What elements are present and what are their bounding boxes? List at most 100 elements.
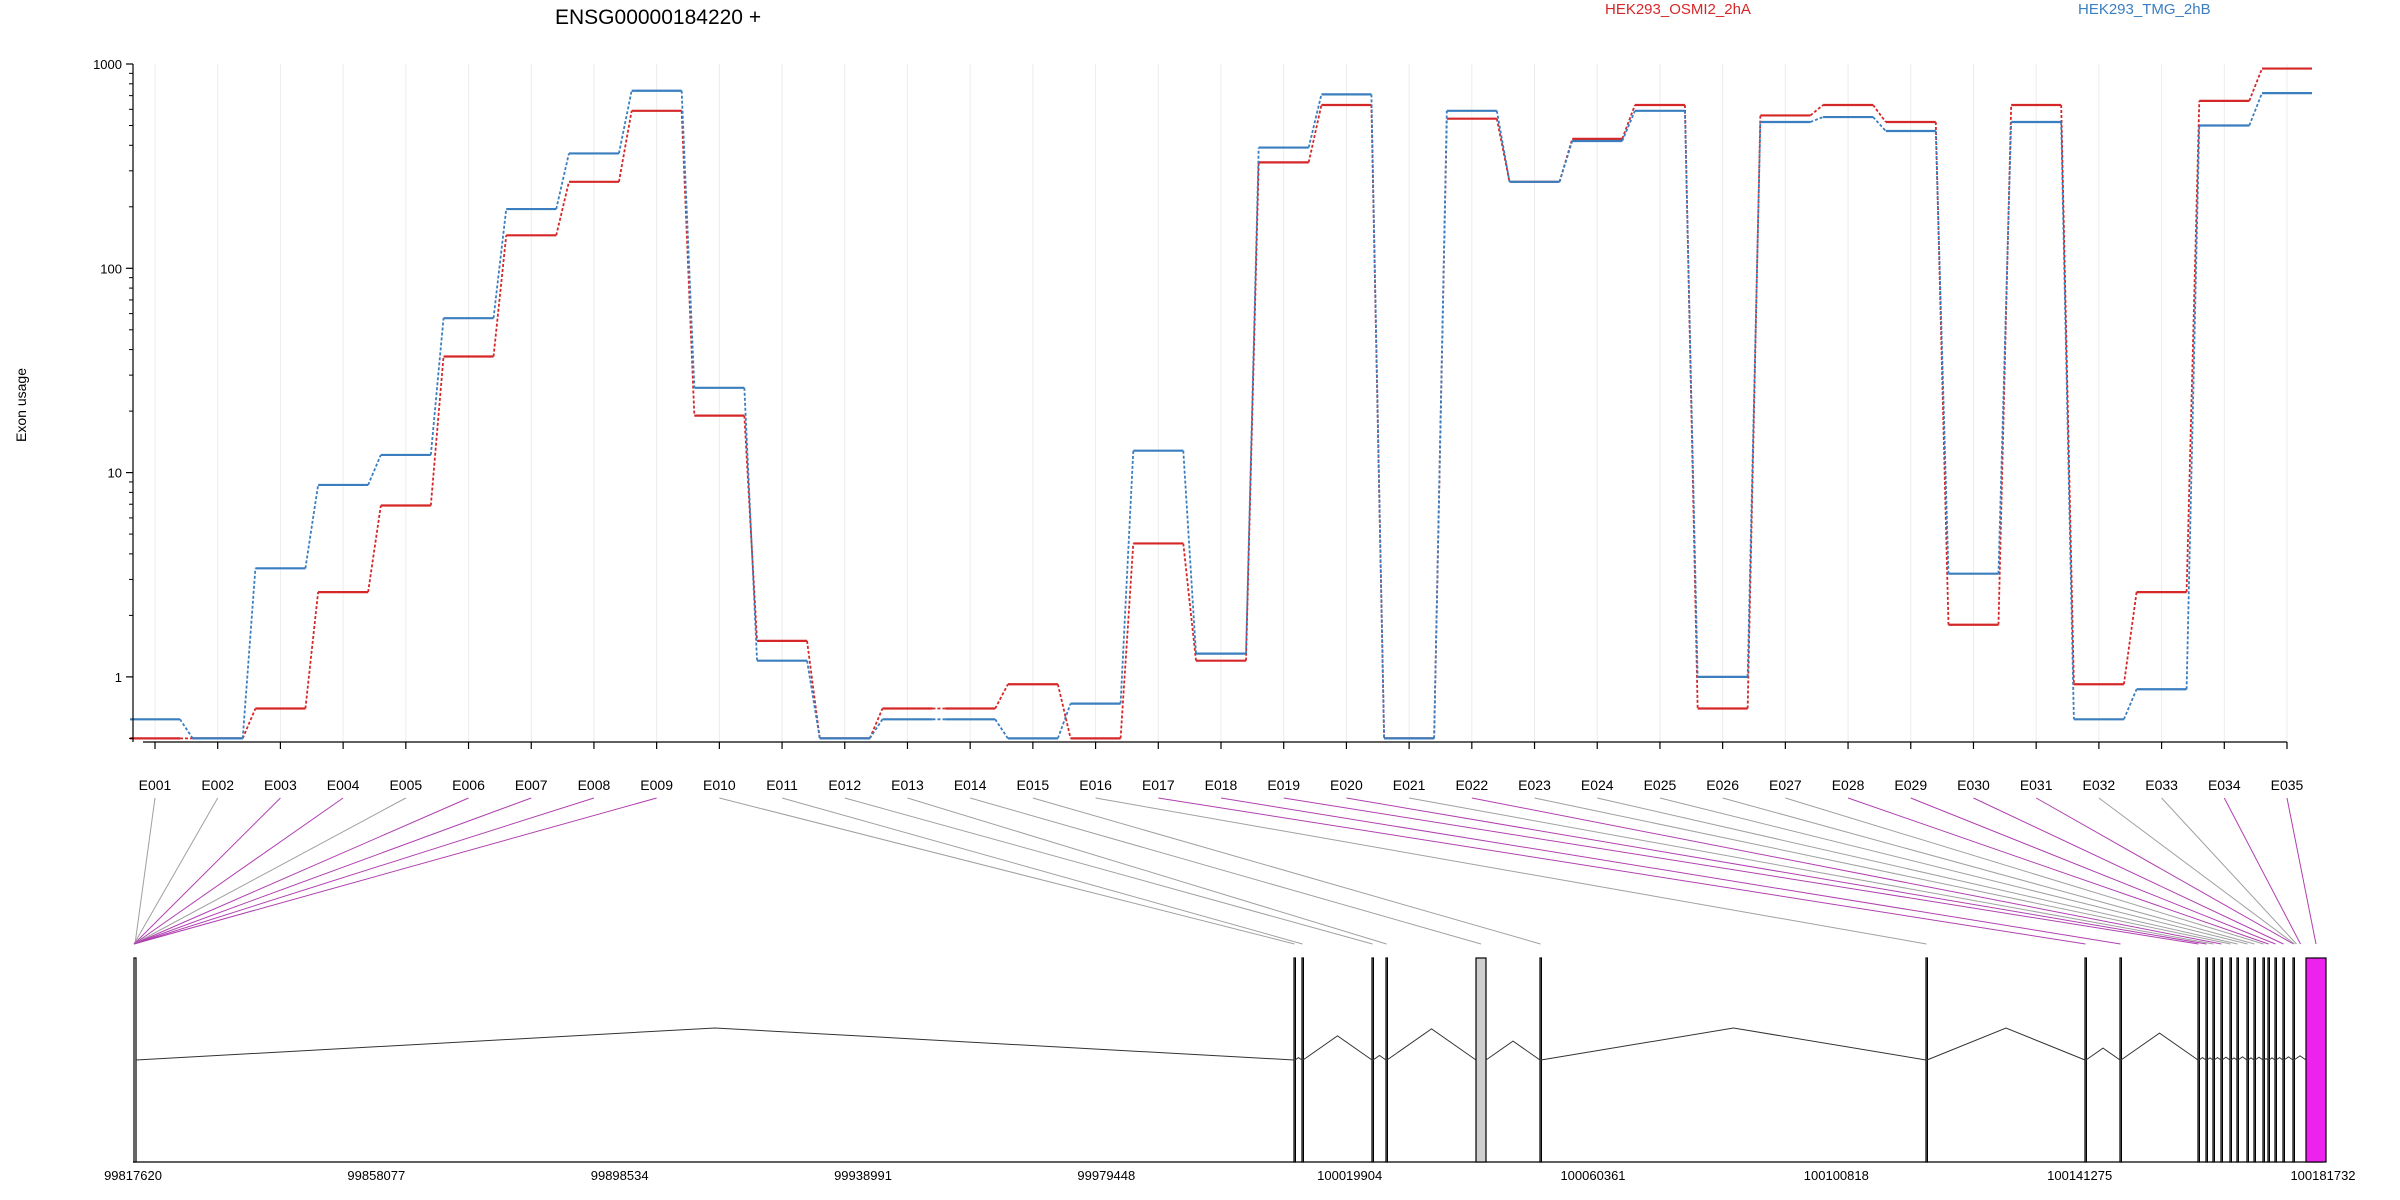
exon-connector-e026 — [1722, 797, 2255, 945]
gene-model: 99817620 99858077 99898534 99938991 99979448… — [104, 957, 2356, 1183]
exon-connector-e029 — [1910, 797, 2276, 945]
x-tick-label-e024: E024 — [1581, 777, 1614, 793]
series-hek293-osmi2-2ha-connector — [1621, 104, 1636, 140]
intron-arc — [1926, 1027, 2086, 1061]
exon-connector-e009 — [133, 797, 657, 945]
intron-arc — [1294, 1056, 1303, 1061]
intron-arc — [2085, 1047, 2121, 1061]
series-hek293-osmi2-2ha-connector — [1307, 104, 1323, 163]
series-hek293-tmg-2hb-connector — [1245, 147, 1260, 654]
exon-connector-e023 — [1534, 797, 2231, 945]
x-tick-label-e010: E010 — [703, 777, 736, 793]
x-tick-label-e002: E002 — [201, 777, 234, 793]
intron-arc — [1302, 1035, 1373, 1061]
series-hek293-osmi2-2ha-connector — [1997, 104, 2013, 625]
exon-connector-e020 — [1346, 797, 2207, 945]
intron-arc — [1386, 1028, 1477, 1061]
exon-connector-e028 — [1847, 797, 2269, 945]
series-hek293-tmg-2hb-connector — [869, 718, 884, 739]
series-hek293-tmg-2hb-connector — [743, 387, 758, 661]
series-hek293-osmi2-2ha-connector — [1057, 684, 1072, 739]
x-tick-label-e025: E025 — [1644, 777, 1677, 793]
series-hek293-osmi2-2ha-connector — [1809, 104, 1824, 117]
x-tick-label-e003: E003 — [264, 777, 297, 793]
exon-connector-e022 — [1471, 797, 2222, 945]
intron-arc — [2237, 1056, 2248, 1061]
x-tick-label-e033: E033 — [2145, 777, 2178, 793]
y-tick-label: 1 — [115, 670, 122, 685]
x-tick-label-e032: E032 — [2083, 777, 2116, 793]
series-hek293-tmg-2hb-connector — [1558, 140, 1574, 183]
exon-connector-e003 — [133, 797, 281, 945]
exon-connector-e007 — [133, 797, 532, 945]
genomic-tick-label: 100100818 — [1804, 1168, 1869, 1183]
exon-connector-e014 — [970, 797, 1482, 945]
series-hek293-osmi2-2ha-connector — [492, 235, 508, 357]
series-hek293-tmg-2hb-connector — [1495, 110, 1511, 182]
series-hek293-tmg-2hb-connector — [1182, 450, 1197, 654]
x-tick-label-e030: E030 — [1957, 777, 1990, 793]
exon-connector-e033 — [2161, 797, 2297, 945]
intron-arc — [2198, 1056, 2207, 1061]
series-hek293-tmg-2hb-connector — [1872, 116, 1887, 132]
intron-arc — [2263, 1057, 2269, 1061]
exon-connector-e013 — [907, 797, 1387, 945]
series-hek293-osmi2-2ha-connector — [2248, 68, 2263, 102]
series-hek293-tmg-2hb-connector — [1746, 121, 1762, 677]
genomic-tick-label: 100019904 — [1317, 1168, 1382, 1183]
x-tick-label-e031: E031 — [2020, 777, 2053, 793]
genomic-tick-label: 100060361 — [1560, 1168, 1625, 1183]
x-tick-label-e009: E009 — [640, 777, 673, 793]
series-hek293-tmg-2hb-connector — [1810, 116, 1824, 123]
x-tick-label-e006: E006 — [452, 777, 485, 793]
series-layer — [130, 67, 2312, 740]
intron-arc — [2275, 1056, 2284, 1061]
x-tick-label-e021: E021 — [1393, 777, 1426, 793]
series-hek293-tmg-2hb-connector — [1433, 110, 1448, 739]
exon-connector-e034 — [2223, 797, 2301, 945]
series-hek293-tmg-2hb — [130, 89, 2312, 740]
intron-arc — [2283, 1056, 2294, 1061]
series-hek293-tmg-2hb-connector — [618, 90, 633, 154]
series-hek293-osmi2-2ha-connector — [1495, 118, 1511, 183]
x-tick-label-e028: E028 — [1832, 777, 1865, 793]
series-hek293-osmi2-2ha-connector — [1746, 115, 1762, 709]
exon-connector-e008 — [133, 797, 595, 945]
intron-arc — [2120, 1032, 2199, 1061]
series-hek293-tmg-2hb-connector — [241, 568, 257, 739]
x-tick-label-e018: E018 — [1205, 777, 1238, 793]
exon-connector-e018 — [1220, 797, 2121, 945]
series-hek293-osmi2-2ha-connector — [806, 640, 821, 739]
x-tick-label-e026: E026 — [1706, 777, 1739, 793]
exon-connector-e025 — [1659, 797, 2248, 945]
exon-connector-e002 — [133, 797, 219, 945]
x-tick-label-e005: E005 — [389, 777, 422, 793]
series-hek293-osmi2-2ha-connector — [304, 592, 320, 709]
x-tick-label-e029: E029 — [1894, 777, 1927, 793]
legend-label-osmi2: HEK293_OSMI2_2hA — [1605, 1, 1751, 18]
x-tick-label-e035: E035 — [2271, 777, 2304, 793]
x-tick-label-e016: E016 — [1079, 777, 1112, 793]
genomic-tick-label: 99979448 — [1077, 1168, 1135, 1183]
series-hek293-tmg-2hb-connector — [304, 484, 320, 569]
series-hek293-osmi2-2ha-connector — [868, 708, 884, 739]
exon-connector-e004 — [133, 797, 344, 945]
x-tick-label-e011: E011 — [766, 777, 798, 793]
intron-arc — [2206, 1057, 2214, 1061]
series-hek293-tmg-2hb-connector — [2060, 121, 2075, 720]
series-hek293-tmg-2hb-connector — [1119, 450, 1135, 704]
x-tick-label-e015: E015 — [1017, 777, 1050, 793]
x-tick-label-e034: E034 — [2208, 777, 2241, 793]
series-hek293-tmg-2hb-connector — [1621, 110, 1636, 142]
y-tick-label: 1000 — [93, 57, 122, 72]
genomic-tick-label: 100141275 — [2047, 1168, 2112, 1183]
series-hek293-tmg-2hb-connector — [994, 718, 1009, 739]
legend-label-tmg: HEK293_TMG_2hB — [2078, 1, 2211, 18]
x-tick-label-e020: E020 — [1330, 777, 1363, 793]
genomic-tick-label: 100181732 — [2290, 1168, 2355, 1183]
series-hek293-osmi2-2ha-connector — [367, 505, 382, 593]
exon-box — [1475, 957, 1487, 1163]
series-hek293-tmg-2hb-connector — [2248, 92, 2263, 126]
series-hek293-tmg-2hb-connector — [1997, 121, 2013, 574]
